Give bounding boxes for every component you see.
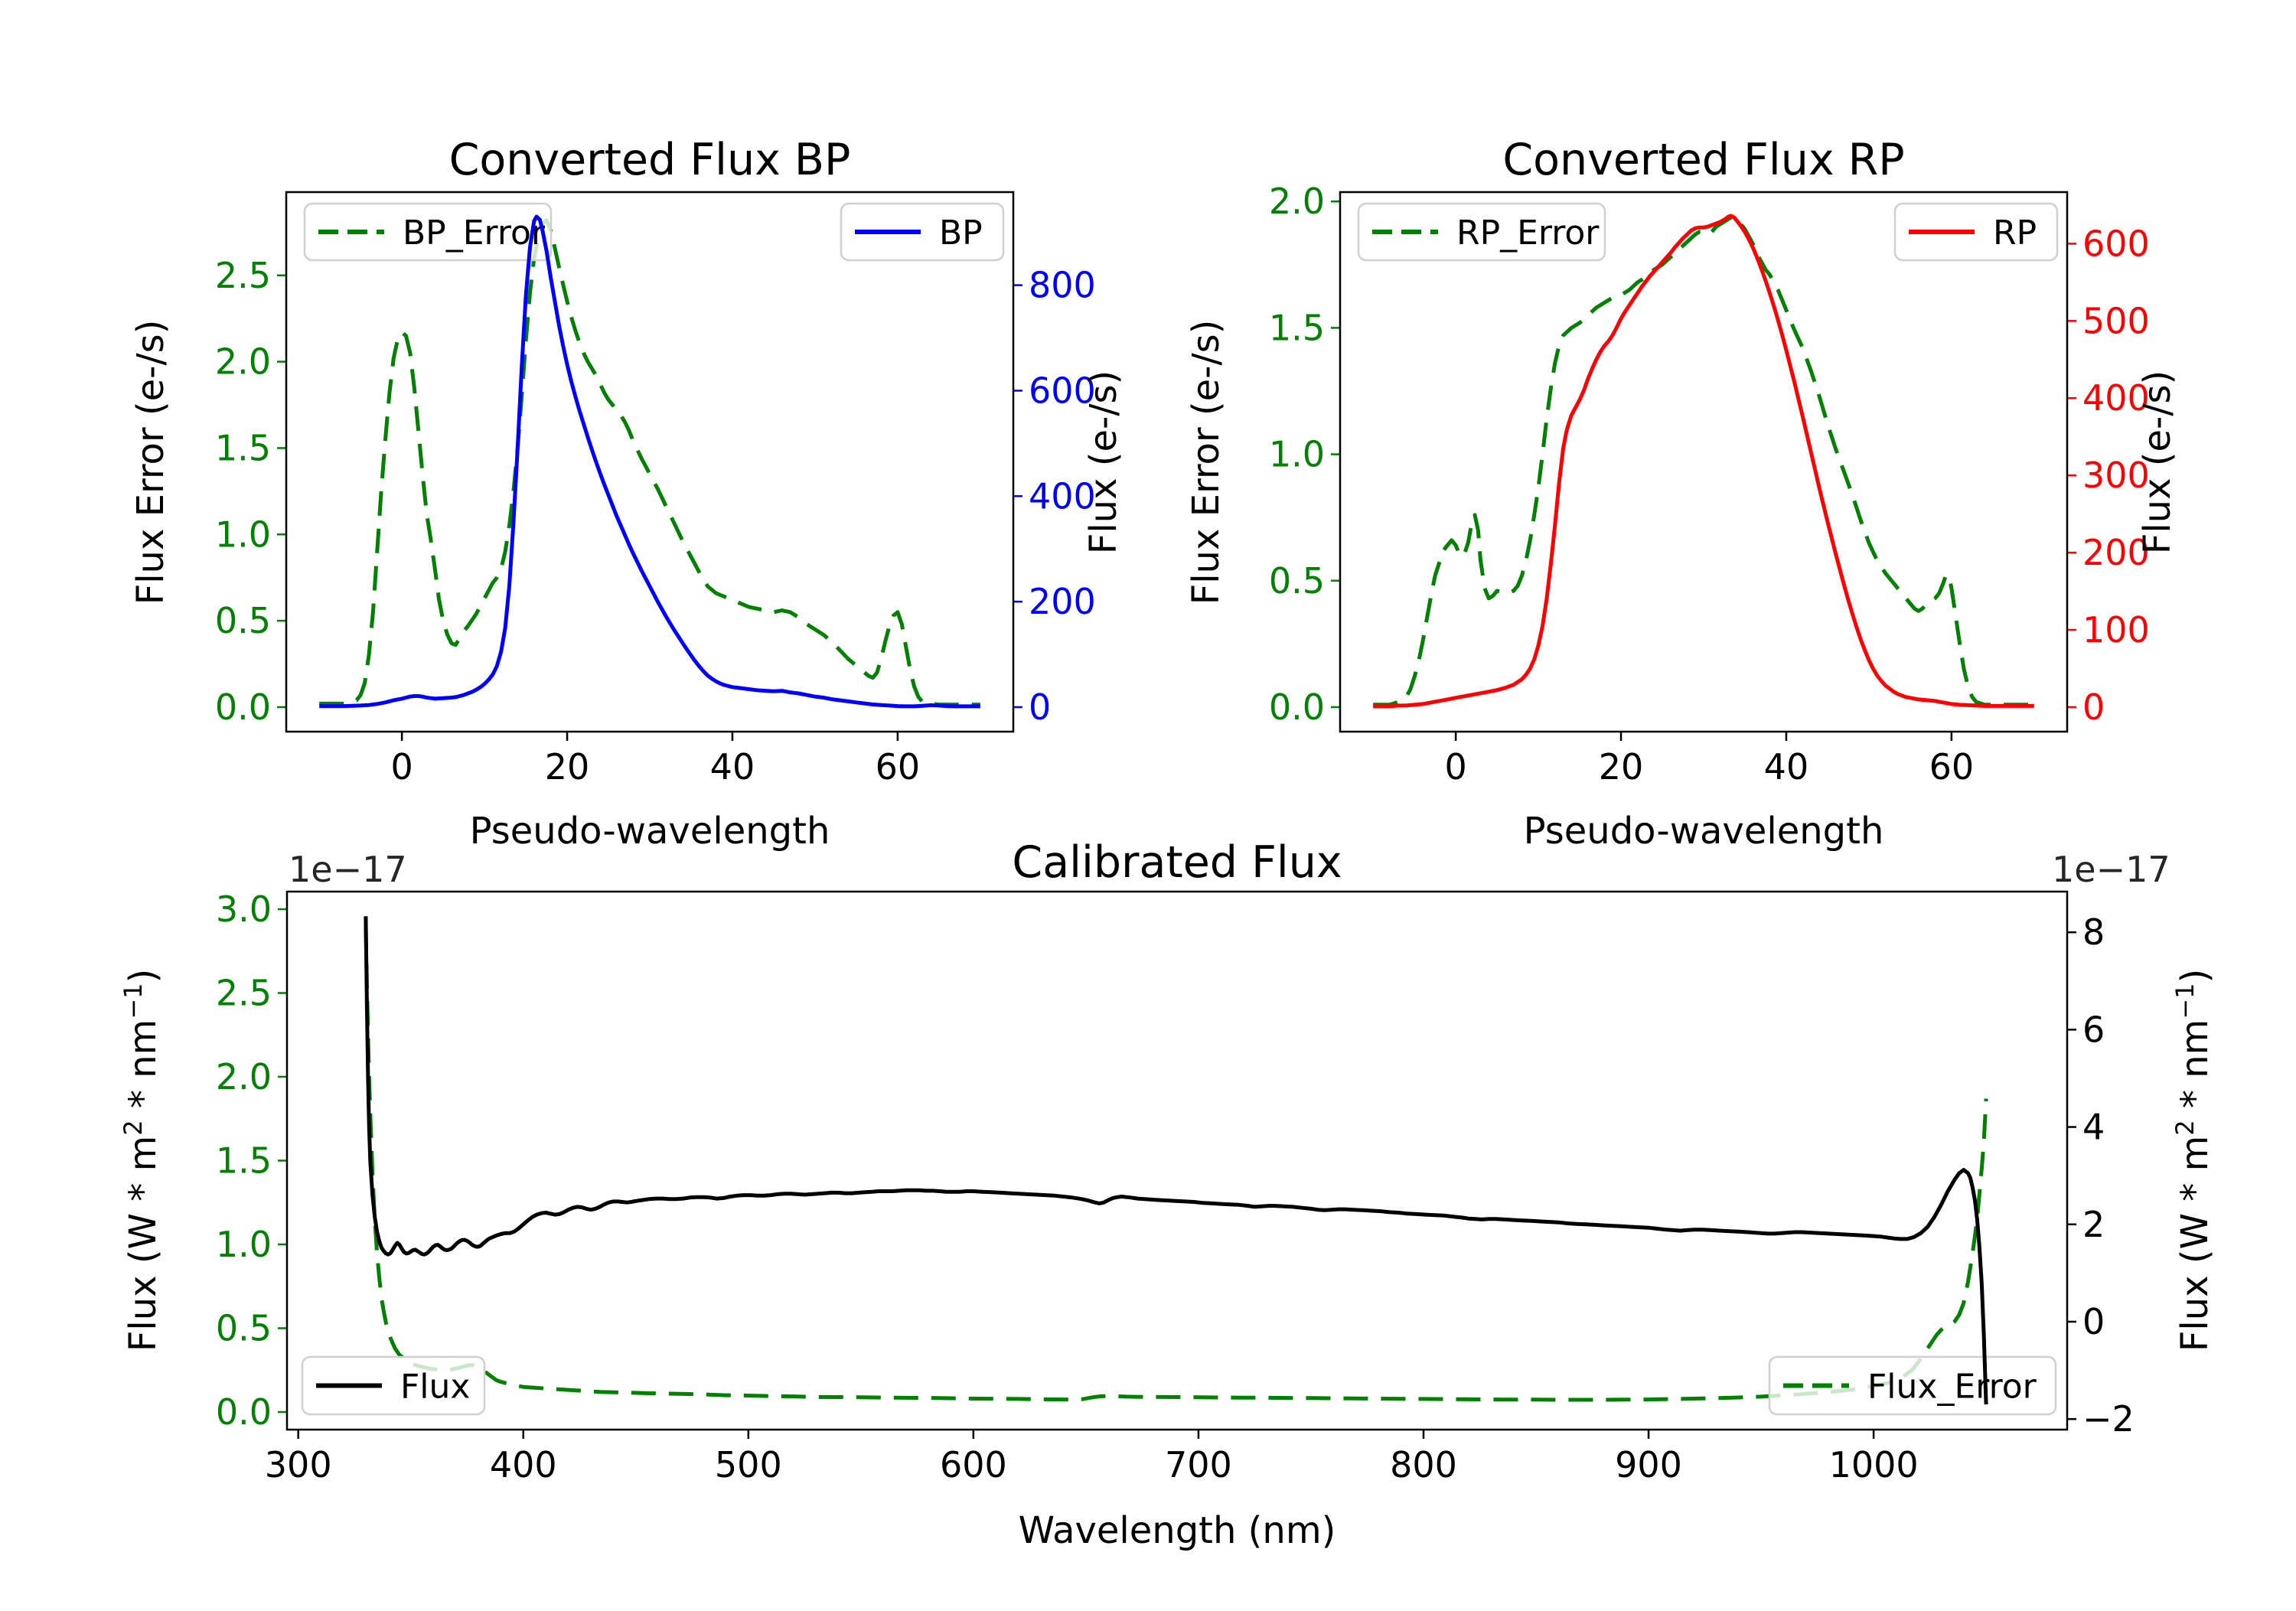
- cal-left-ytick-label: 0.5: [216, 1308, 272, 1349]
- cal-right-ytick-label: 2: [2082, 1204, 2105, 1245]
- bp_error-legend-box: [303, 202, 553, 262]
- calibrated-left-offset-label: 1e−17: [289, 849, 407, 890]
- calibrated-generated: 300 400 500 600 700 800 900 1000 0.0 0.5 1.0 1.5 2.0…: [216, 889, 2135, 1485]
- bp-right-yaxis-label: Flux (e-/s): [1082, 370, 1125, 555]
- calibrated-chart: 300 400 500 600 700 800 900 1000 0.0 0.5 1.0 1.5 2.0…: [119, 837, 2216, 1552]
- rp-left-ytick-label: 0.5: [1269, 560, 1325, 602]
- rp-left-ytick-label: 0.0: [1269, 686, 1325, 728]
- calibrated-right-offset-label: 1e−17: [2052, 849, 2170, 890]
- calibrated-right-yaxis-label: Flux (W * m2 * nm−1): [2170, 969, 2216, 1352]
- bp-left-ytick-label: 2.5: [215, 255, 271, 296]
- rp-rp-line: [1373, 214, 2034, 709]
- bp-left-ytick-label: 0.0: [215, 686, 271, 728]
- rp-left-ytick-label: 1.0: [1269, 434, 1325, 475]
- bp-left-ytick-label: 2.0: [215, 341, 271, 383]
- bp-right-ytick-label: 400: [1029, 475, 1096, 517]
- rp-generated: 0 20 40 60 0.0 0.5 1.0 1.5 2.0 0 100 200 300 400 500 60…: [1269, 181, 2150, 788]
- rp-right-yaxis-label: Flux (e-/s): [2136, 370, 2179, 555]
- bp-legend: BP: [840, 202, 1005, 262]
- cal-left-ytick-label: 2.0: [216, 1056, 272, 1097]
- bp-chart: 0 20 40 60 0.0 0.5 1.0 1.5 2.0 2.5 0 200 400 600 800 BP…: [129, 135, 1125, 853]
- rp-chart-title: Converted Flux RP: [1502, 135, 1904, 185]
- rp-axes-frame: [1339, 191, 2069, 733]
- rp-right-ytick-label: 0: [2082, 686, 2105, 728]
- bp-xtick-label: 20: [545, 746, 590, 788]
- flux-legend-label: Flux: [400, 1368, 470, 1407]
- rp-xtick-label: 0: [1444, 746, 1466, 788]
- rp-left-ytick-label: 1.5: [1269, 307, 1325, 348]
- bp-left-ytick-label: 1.5: [215, 427, 271, 468]
- cal-right-ytick-label: 4: [2082, 1107, 2105, 1148]
- cal-xtick-label: 800: [1390, 1444, 1457, 1485]
- bp_error-legend: BP_Error: [303, 202, 553, 262]
- calibrated-left-yaxis-label: Flux (W * m2 * nm−1): [119, 969, 165, 1352]
- flux_error-legend-label: Flux_Error: [1867, 1368, 2037, 1407]
- cal-xtick-label: 900: [1615, 1444, 1682, 1485]
- rp-right-ytick-label: 300: [2082, 455, 2150, 496]
- rp_error-legend-box: [1357, 202, 1606, 262]
- bp-right-ytick-label: 0: [1029, 686, 1051, 728]
- flux-legend-box: [301, 1355, 486, 1416]
- rp-xtick-label: 40: [1764, 746, 1809, 788]
- bp-xaxis-label: Pseudo-wavelength: [470, 810, 830, 853]
- bp-left-yaxis-label: Flux Error (e-/s): [129, 320, 172, 605]
- cal-right-ytick-label: 8: [2082, 911, 2105, 953]
- rp-legend: RP: [1893, 202, 2059, 262]
- rp-legend-box: [1893, 202, 2059, 262]
- cal-left-ytick-label: 2.5: [216, 972, 272, 1013]
- bp-xtick-label: 0: [390, 746, 413, 788]
- rp-xtick-label: 60: [1929, 746, 1975, 788]
- rp_error-legend: RP_Error: [1357, 202, 1606, 262]
- cal-xtick-label: 400: [490, 1444, 557, 1485]
- cal-left-ytick-label: 3.0: [216, 889, 272, 930]
- bp-xtick-label: 40: [710, 746, 755, 788]
- rp-right-ytick-label: 100: [2082, 609, 2150, 651]
- rp-right-ytick-label: 200: [2082, 532, 2150, 573]
- rp-legend-label: RP: [1993, 214, 2037, 253]
- cal-right-ytick-label: −2: [2082, 1398, 2135, 1440]
- cal-axes-frame: [285, 890, 2069, 1431]
- rp-xaxis-label: Pseudo-wavelength: [1524, 810, 1884, 853]
- rp-chart: 0 20 40 60 0.0 0.5 1.0 1.5 2.0 0 100 200 300 400 500 60…: [1185, 135, 2179, 853]
- rp-xtick-label: 20: [1599, 746, 1644, 788]
- cal-xtick-label: 600: [940, 1444, 1007, 1485]
- rp-rp_error-line: [1373, 214, 2034, 707]
- bp-legend-label: BP: [939, 214, 983, 253]
- cal-left-ytick-label: 1.5: [216, 1140, 272, 1182]
- rp_error-legend-label: RP_Error: [1456, 214, 1600, 253]
- flux-legend: Flux: [301, 1355, 486, 1416]
- bp-right-ytick-label: 800: [1029, 265, 1096, 306]
- bp-generated: 0 20 40 60 0.0 0.5 1.0 1.5 2.0 2.5 0 200 400 600 800 BP…: [215, 191, 1096, 788]
- bp-right-ytick-label: 600: [1029, 370, 1096, 411]
- cal-xtick-label: 500: [715, 1444, 782, 1485]
- bp-left-ytick-label: 0.5: [215, 600, 271, 641]
- bp-legend-box: [840, 202, 1005, 262]
- bp_error-legend-label: BP_Error: [403, 214, 546, 253]
- cal-flux-line: [364, 916, 1988, 1405]
- bp-chart-title: Converted Flux BP: [449, 135, 851, 185]
- bp-left-ytick-label: 1.0: [215, 514, 271, 555]
- cal-xtick-label: 300: [265, 1444, 332, 1485]
- cal-xtick-label: 1000: [1829, 1444, 1919, 1485]
- cal-left-ytick-label: 0.0: [216, 1391, 272, 1433]
- bp-bp-line: [319, 214, 980, 709]
- flux_error-legend: Flux_Error: [1768, 1355, 2057, 1416]
- bp-axes-frame: [285, 191, 1015, 733]
- rp-left-ytick-label: 2.0: [1269, 181, 1325, 222]
- cal-right-ytick-label: 6: [2082, 1009, 2105, 1050]
- rp-left-yaxis-label: Flux Error (e-/s): [1185, 320, 1228, 605]
- rp-right-ytick-label: 500: [2082, 300, 2150, 341]
- rp-right-ytick-label: 600: [2082, 223, 2150, 264]
- calibrated-xaxis-label: Wavelength (nm): [1019, 1509, 1336, 1552]
- cal-xtick-label: 700: [1165, 1444, 1232, 1485]
- bp-xtick-label: 60: [876, 746, 921, 788]
- cal-right-ytick-label: 0: [2082, 1301, 2105, 1342]
- bp-right-ytick-label: 200: [1029, 581, 1096, 622]
- cal-left-ytick-label: 1.0: [216, 1224, 272, 1265]
- rp-right-ytick-label: 400: [2082, 377, 2150, 419]
- calibrated-chart-title: Calibrated Flux: [1012, 837, 1342, 888]
